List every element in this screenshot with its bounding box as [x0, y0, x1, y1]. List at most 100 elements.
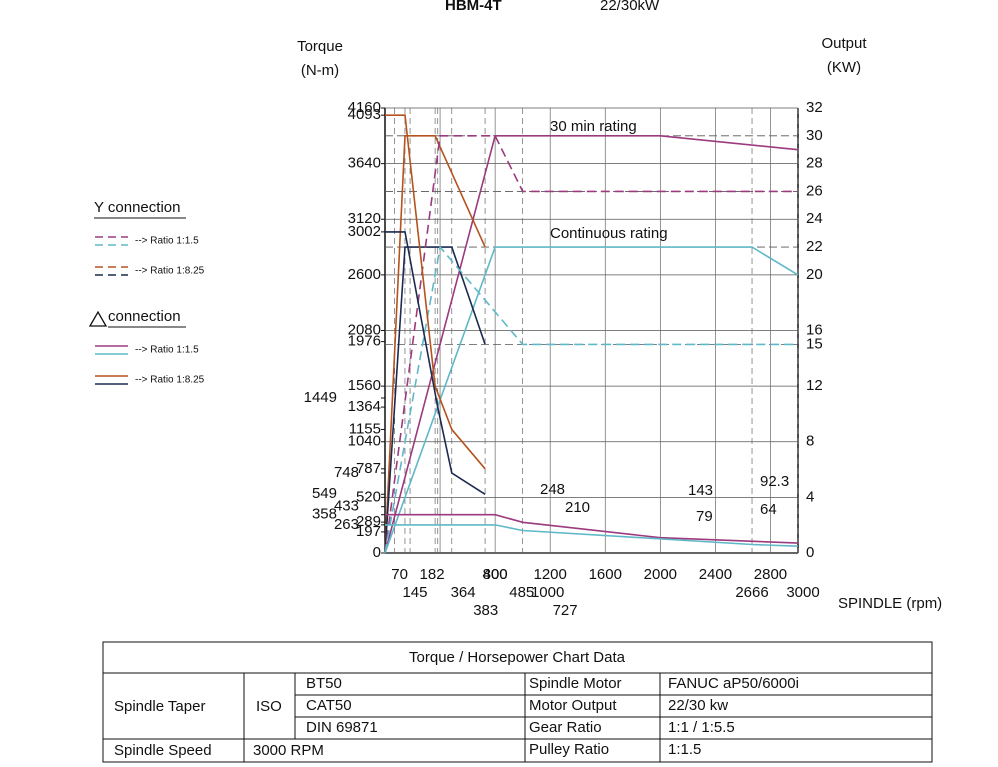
annotation: 79	[696, 508, 713, 525]
y-tick-label: 0	[373, 544, 381, 561]
y-tick-label: 197	[356, 523, 381, 540]
x-tick-label: 1600	[589, 566, 622, 583]
annotation: Continuous rating	[550, 225, 668, 242]
table-cell: Pulley Ratio	[529, 741, 609, 758]
table-cell: Spindle Speed	[114, 742, 212, 759]
y2-tick-label: 20	[806, 266, 823, 283]
annotation: 92.3	[760, 473, 789, 490]
legend-label: --> Ratio 1:8.25	[135, 375, 205, 386]
y-tick-label: 3120	[348, 210, 381, 227]
x-tick-label: 1000	[531, 584, 564, 601]
legend-title: Y connection	[94, 199, 180, 216]
legend-label: --> Ratio 1:8.25	[135, 266, 205, 277]
table-cell: Motor Output	[529, 697, 617, 714]
table-cell: 1:1 / 1:5.5	[668, 719, 735, 736]
series-line	[384, 135, 799, 554]
series-line	[384, 246, 486, 554]
y2-tick-label: 22	[806, 238, 823, 255]
y-tick-label: 1560	[348, 377, 381, 394]
x-tick-label: 1200	[534, 566, 567, 583]
y2-tick-label: 24	[806, 210, 823, 227]
legend-label: --> Ratio 1:1.5	[135, 345, 199, 356]
table-cell: 3000 RPM	[253, 742, 324, 759]
y-tick-label: 263	[334, 516, 359, 533]
legend-title: connection	[108, 308, 181, 325]
x-tick-label: 383	[473, 602, 498, 619]
y-tick-label: 289	[356, 513, 381, 530]
y2-tick-label: 26	[806, 182, 823, 199]
table-cell: 22/30 kw	[668, 697, 728, 714]
table-cell: DIN 69871	[306, 719, 378, 736]
series-line	[385, 513, 799, 544]
y2-tick-label: 8	[806, 433, 814, 450]
y2-label: Output	[821, 35, 867, 52]
x-tick-label: 2000	[644, 566, 677, 583]
table-cell: FANUC aP50/6000i	[668, 675, 799, 692]
x-label: SPINDLE (rpm)	[838, 595, 942, 612]
y-tick-label: 433	[334, 498, 359, 515]
series-line	[385, 114, 486, 470]
table-cell: BT50	[306, 675, 342, 692]
y-tick-label: 3640	[348, 155, 381, 172]
data-table	[102, 641, 933, 763]
y2-tick-label: 16	[806, 321, 823, 338]
y-tick-label: 520	[356, 488, 381, 505]
annotation: 248	[540, 481, 565, 498]
legend-label: --> Ratio 1:1.5	[135, 236, 199, 247]
series-line	[385, 524, 799, 547]
x-tick-label: 2800	[754, 566, 787, 583]
y-tick-label: 2080	[348, 321, 381, 338]
x-tick-label: 727	[553, 602, 578, 619]
x-tick-label: 182	[420, 566, 445, 583]
y2-tick-label: 30	[806, 127, 823, 144]
series-line	[384, 135, 798, 554]
y-tick-label: 549	[312, 485, 337, 502]
y2-tick-label: 12	[806, 377, 823, 394]
y-tick-label: 1364	[348, 398, 381, 415]
y-tick-label: 2600	[348, 266, 381, 283]
series-line	[385, 231, 486, 495]
delta-icon	[88, 310, 108, 327]
x-tick-label: 2400	[699, 566, 732, 583]
y-tick-label: 3002	[348, 223, 381, 240]
title-rest: 22/30kW	[600, 0, 660, 14]
y-tick-label: 358	[312, 506, 337, 523]
annotation: 210	[565, 499, 590, 516]
x-tick-label: 70	[391, 566, 408, 583]
table-cell: ISO	[256, 698, 282, 715]
annotation: 30 min rating	[550, 118, 637, 135]
series-line	[384, 135, 486, 554]
y2-tick-label: 4	[806, 488, 814, 505]
table-cell: Gear Ratio	[529, 719, 602, 736]
x-tick-label: 2666	[735, 584, 768, 601]
y2-tick-label: 32	[806, 99, 823, 116]
y2-tick-label: 28	[806, 155, 823, 172]
y2-tick-label: 0	[806, 544, 814, 561]
series-line	[384, 246, 799, 554]
x-tick-label: 800	[483, 566, 508, 583]
y2-label: (KW)	[827, 59, 861, 76]
table-title: Torque / Horsepower Chart Data	[409, 649, 626, 666]
x-tick-label: 3000	[786, 584, 819, 601]
x-tick-label: 364	[451, 584, 476, 601]
y-tick-label: 748	[334, 464, 359, 481]
annotation: 64	[760, 501, 777, 518]
title-bold: HBM-4T	[445, 0, 502, 14]
y-label: (N-m)	[301, 62, 339, 79]
table-cell: CAT50	[306, 697, 352, 714]
y2-tick-label: 15	[806, 335, 823, 352]
table-cell: Spindle Taper	[114, 698, 205, 715]
y-tick-label: 1976	[348, 333, 381, 350]
table-cell: 1:1.5	[668, 741, 701, 758]
y-label: Torque	[297, 38, 343, 55]
x-tick-label: 400	[483, 566, 508, 583]
y-tick-label: 1040	[348, 433, 381, 450]
y-tick-label: 1155	[349, 420, 381, 437]
x-tick-label: 485	[509, 584, 534, 601]
table-cell: Spindle Motor	[529, 675, 622, 692]
series-line	[384, 245, 798, 554]
x-tick-label: 145	[402, 584, 427, 601]
annotation: 143	[688, 482, 713, 499]
y-tick-label: 4160	[348, 99, 381, 116]
y-tick-label: 1449	[304, 389, 337, 406]
